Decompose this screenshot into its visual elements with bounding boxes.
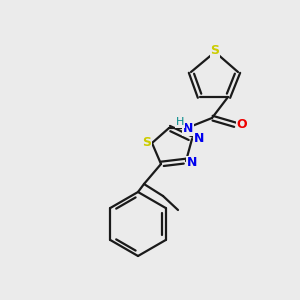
Text: S: S (211, 44, 220, 58)
Text: H: H (176, 117, 184, 127)
Text: O: O (237, 118, 247, 131)
Text: N: N (183, 122, 193, 136)
Text: N: N (194, 131, 204, 145)
Text: N: N (187, 157, 197, 169)
Text: S: S (142, 136, 152, 148)
